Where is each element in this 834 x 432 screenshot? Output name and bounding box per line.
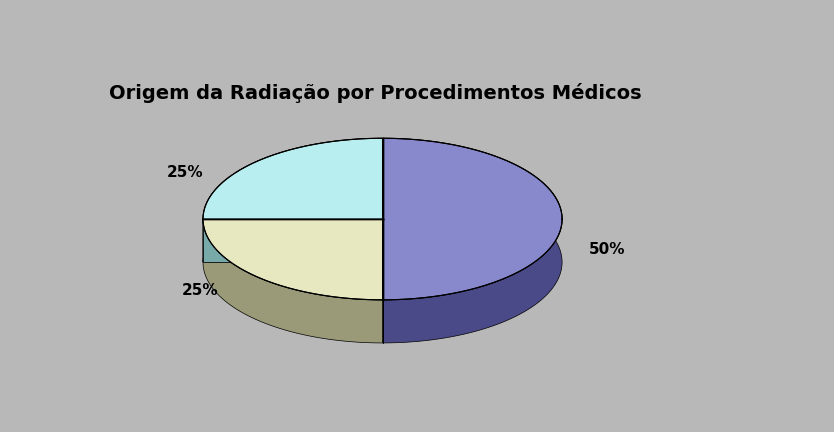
Text: 25%: 25% (167, 165, 203, 180)
Polygon shape (203, 138, 383, 262)
Polygon shape (203, 219, 383, 262)
Text: 50%: 50% (589, 242, 626, 257)
Polygon shape (203, 219, 383, 300)
Polygon shape (383, 138, 562, 343)
Polygon shape (203, 138, 383, 219)
Polygon shape (383, 138, 562, 300)
Text: 25%: 25% (182, 283, 218, 299)
Text: Origem da Radiação por Procedimentos Médicos: Origem da Radiação por Procedimentos Méd… (109, 83, 642, 103)
Polygon shape (203, 219, 383, 343)
Polygon shape (203, 219, 383, 262)
